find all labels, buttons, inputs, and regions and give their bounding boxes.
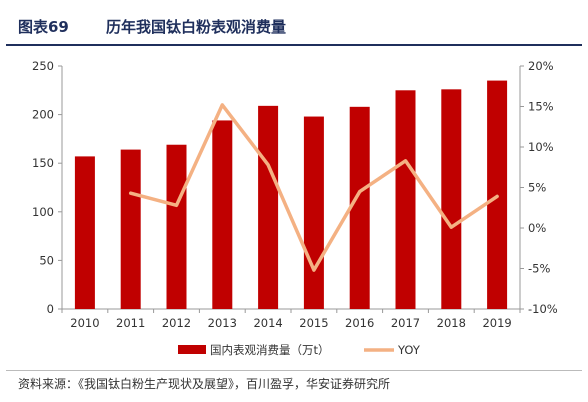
x-tick-label-2017: 2017 bbox=[391, 316, 420, 330]
figure-title: 历年我国钛白粉表观消费量 bbox=[106, 18, 287, 36]
right-tick-label-5: 15% bbox=[528, 100, 554, 114]
left-tick-label-1: 50 bbox=[39, 253, 54, 267]
bar-2010 bbox=[74, 156, 95, 309]
legend-bar-label: 国内表观消费量（万t） bbox=[210, 343, 330, 357]
x-tick-label-2014: 2014 bbox=[253, 316, 282, 330]
figure-header: 图表69 历年我国钛白粉表观消费量 bbox=[6, 6, 582, 46]
bar-2016 bbox=[349, 106, 370, 309]
figure-number: 图表69 bbox=[18, 18, 69, 36]
legend-line-label: YOY bbox=[397, 343, 421, 357]
yoy-line bbox=[128, 103, 499, 272]
right-tick-label-1: -5% bbox=[528, 262, 550, 276]
x-tick-label-2010: 2010 bbox=[70, 316, 99, 330]
left-tick-label-2: 100 bbox=[32, 205, 54, 219]
header-rule bbox=[6, 44, 582, 46]
left-tick-label-0: 0 bbox=[47, 302, 54, 316]
bar-2012 bbox=[166, 144, 187, 309]
left-tick-label-4: 200 bbox=[32, 108, 54, 122]
bar-2017 bbox=[395, 90, 416, 309]
bar-2018 bbox=[441, 89, 462, 309]
right-tick-label-4: 10% bbox=[528, 140, 554, 154]
bar-2011 bbox=[120, 149, 141, 309]
x-tick-label-2011: 2011 bbox=[116, 316, 145, 330]
right-tick-label-0: -10% bbox=[528, 302, 558, 316]
x-tick-label-2016: 2016 bbox=[345, 316, 374, 330]
right-tick-label-6: 20% bbox=[528, 59, 554, 73]
x-tick-label-2015: 2015 bbox=[299, 316, 328, 330]
footer-rule bbox=[6, 370, 582, 371]
left-tick-label-5: 250 bbox=[32, 59, 54, 73]
x-tick-label-2018: 2018 bbox=[437, 316, 466, 330]
bar-2014 bbox=[258, 105, 279, 310]
right-tick-label-2: 0% bbox=[528, 221, 546, 235]
x-tick-label-2012: 2012 bbox=[162, 316, 191, 330]
legend-bar-swatch bbox=[178, 345, 206, 354]
left-tick-label-3: 150 bbox=[32, 156, 54, 170]
right-tick-label-3: 5% bbox=[528, 181, 546, 195]
source-note: 资料来源：《我国钛白粉生产现状及展望》，百川盈孚，华安证券研究所 bbox=[18, 377, 391, 391]
bar-2015 bbox=[303, 116, 324, 309]
bar-2013 bbox=[212, 120, 233, 309]
x-tick-label-2019: 2019 bbox=[482, 316, 511, 330]
x-tick-label-2013: 2013 bbox=[208, 316, 237, 330]
